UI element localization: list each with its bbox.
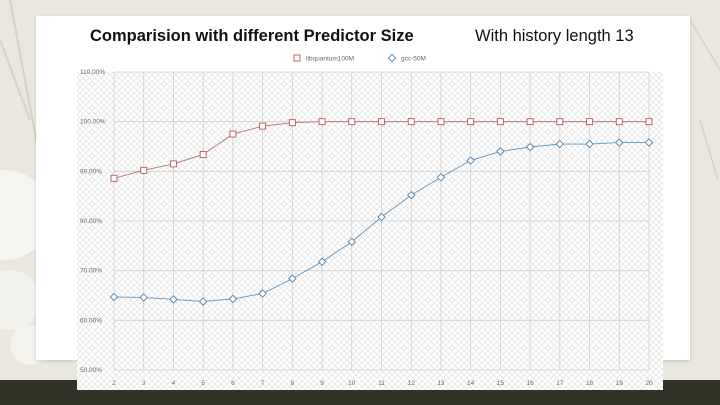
y-tick-label: 50.00% — [80, 367, 102, 374]
data-point-square — [615, 118, 623, 126]
data-point-diamond — [377, 212, 386, 222]
x-tick-label: 20 — [645, 380, 653, 387]
x-tick-label: 13 — [437, 380, 445, 387]
x-tick-label: 15 — [497, 380, 505, 387]
x-tick-label: 9 — [320, 380, 324, 387]
data-point-diamond — [347, 237, 357, 247]
data-point-diamond — [288, 274, 297, 283]
legend-marker-diamond — [387, 53, 397, 63]
x-tick-label: 12 — [408, 380, 416, 387]
data-point-square — [259, 122, 267, 130]
data-point-diamond — [198, 297, 208, 306]
data-point-square — [318, 118, 326, 126]
y-tick-label: 80.00% — [80, 218, 102, 225]
data-point-diamond — [436, 173, 446, 182]
data-point-diamond — [496, 147, 505, 156]
legend: libquantum100M gcc-50M — [293, 53, 426, 63]
data-point-diamond — [228, 294, 238, 304]
line-chart: 50.00% 60.00% 70.00% 80.00% 90.00% 100.00% 110… — [77, 53, 663, 390]
x-tick-label: 3 — [142, 380, 146, 387]
data-point-square — [556, 118, 564, 126]
y-tick-label: 70.00% — [80, 268, 102, 275]
slide-subtitle: With history length 13 — [475, 27, 634, 45]
data-point-square — [496, 118, 504, 126]
data-point-square — [288, 119, 296, 127]
x-tick-label: 4 — [172, 380, 176, 387]
data-point-diamond — [555, 139, 565, 149]
x-axis: 2 3 4 5 6 7 8 9 10 11 12 13 14 15 16 17 18 19 20 — [112, 380, 653, 387]
slide-title: Comparision with different Predictor Siz… — [90, 27, 414, 45]
data-point-square — [437, 118, 445, 126]
x-tick-label: 2 — [112, 380, 116, 387]
x-tick-label: 6 — [231, 380, 235, 387]
x-tick-label: 14 — [467, 380, 475, 387]
plot-area — [77, 72, 663, 390]
data-point-square — [467, 118, 475, 126]
data-point-diamond — [466, 156, 475, 165]
data-point-square — [229, 130, 237, 138]
data-point-diamond — [406, 190, 416, 200]
x-tick-label: 18 — [586, 380, 594, 387]
data-point-square — [169, 160, 177, 168]
data-point-diamond — [317, 257, 327, 266]
data-point-diamond — [169, 295, 178, 304]
x-tick-label: 16 — [526, 380, 534, 387]
gridlines — [113, 71, 650, 371]
data-point-square — [378, 118, 385, 126]
x-tick-label: 11 — [378, 380, 385, 387]
y-tick-label: 100.00% — [80, 119, 106, 126]
y-tick-label: 110.00% — [80, 69, 105, 76]
x-tick-label: 10 — [348, 380, 356, 387]
x-tick-label: 8 — [291, 380, 295, 387]
x-tick-label: 17 — [556, 380, 564, 387]
data-point-diamond — [615, 138, 624, 147]
data-point-square — [407, 118, 415, 126]
series-markers — [109, 118, 654, 306]
data-point-square — [140, 166, 148, 174]
data-point-diamond — [109, 292, 119, 302]
y-tick-label: 90.00% — [80, 168, 102, 175]
data-point-square — [586, 118, 594, 126]
data-point-square — [526, 118, 534, 126]
data-point-diamond — [258, 289, 267, 298]
data-point-diamond — [139, 293, 148, 302]
legend-marker-square — [293, 54, 301, 62]
x-tick-label: 7 — [261, 380, 265, 387]
x-tick-label: 19 — [616, 380, 624, 387]
data-point-diamond — [525, 142, 535, 152]
data-point-diamond — [585, 139, 594, 149]
x-tick-label: 5 — [201, 380, 205, 387]
data-point-square — [645, 118, 653, 126]
legend-label: gcc-50M — [401, 56, 426, 63]
data-point-square — [199, 150, 207, 158]
data-point-square — [348, 118, 356, 126]
legend-label: libquantum100M — [306, 56, 354, 63]
y-axis: 50.00% 60.00% 70.00% 80.00% 90.00% 100.00% 110… — [80, 69, 106, 374]
y-tick-label: 60.00% — [80, 317, 102, 324]
data-point-square — [110, 174, 118, 182]
data-point-diamond — [644, 138, 654, 147]
